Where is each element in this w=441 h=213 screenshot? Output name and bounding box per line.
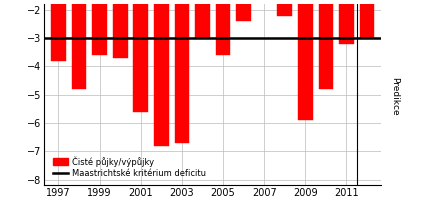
Bar [175,0,189,143]
Bar [339,0,354,44]
Bar [72,0,86,89]
Bar [113,0,127,58]
Bar [195,0,210,38]
Bar [216,0,231,55]
Bar [298,0,313,120]
Bar [133,0,148,112]
Text: Predikce: Predikce [390,76,399,115]
Bar [236,0,251,21]
Bar [154,0,169,146]
Bar [318,0,333,89]
Bar [92,0,107,55]
Bar [51,0,66,61]
Legend: Čisté půjky/výpůjky, Maastrichtské kritérium deficitu: Čisté půjky/výpůjky, Maastrichtské krité… [52,154,207,179]
Bar [360,0,374,38]
Bar [277,0,292,16]
